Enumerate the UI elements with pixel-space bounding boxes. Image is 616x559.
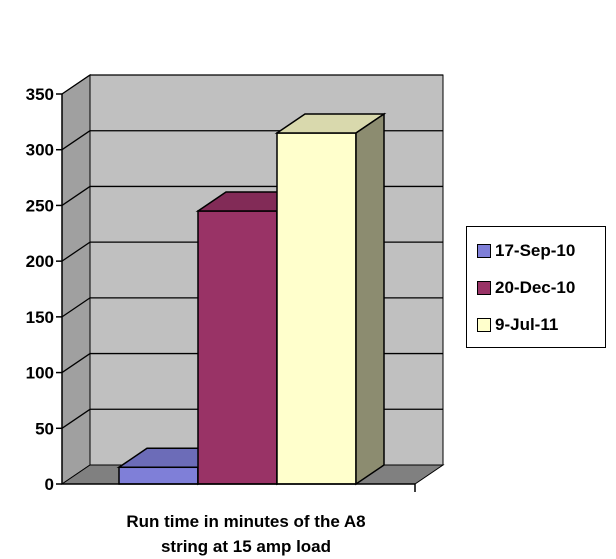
y-tick-label: 350 <box>26 85 54 104</box>
x-axis-label: Run time in minutes of the A8 string at … <box>126 512 365 556</box>
gridline <box>61 130 91 151</box>
gridline <box>61 241 91 262</box>
gridline <box>61 353 91 374</box>
bar-9-Jul-11 <box>274 112 387 486</box>
y-tick-label: 50 <box>35 419 54 438</box>
legend-label: 17-Sep-10 <box>495 241 576 260</box>
legend-label: 9-Jul-11 <box>495 315 559 334</box>
legend-item: 20-Dec-10 <box>477 277 575 299</box>
x-axis-label-line-1: Run time in minutes of the A8 <box>126 512 365 531</box>
bar-front <box>197 210 278 485</box>
bar-front <box>276 132 357 485</box>
legend-swatch <box>477 318 491 332</box>
y-tick-label: 300 <box>26 141 54 160</box>
y-tick-label: 150 <box>26 308 54 327</box>
legend: 17-Sep-10 20-Dec-10 9-Jul-11 <box>466 226 606 348</box>
axes <box>61 94 416 492</box>
legend-label: 20-Dec-10 <box>495 278 576 297</box>
bar-front <box>118 466 199 485</box>
bar-side <box>355 112 385 486</box>
left-wall <box>61 74 91 485</box>
bar-series <box>116 112 387 486</box>
gridline <box>61 74 91 95</box>
x-axis-label-line-2: string at 15 amp load <box>161 537 331 556</box>
legend-swatch <box>477 244 491 258</box>
y-tick-label: 0 <box>45 475 54 494</box>
y-axis-ticks: 0 50 100 150 200 250 300 350 <box>26 85 62 494</box>
legend-swatch <box>477 281 491 295</box>
gridline <box>61 408 91 429</box>
y-tick-label: 200 <box>26 252 54 271</box>
legend-item: 9-Jul-11 <box>477 314 558 336</box>
gridline <box>61 185 91 206</box>
y-tick-label: 100 <box>26 364 54 383</box>
legend-item: 17-Sep-10 <box>477 240 575 262</box>
gridline <box>61 297 91 318</box>
y-tick-label: 250 <box>26 196 54 215</box>
